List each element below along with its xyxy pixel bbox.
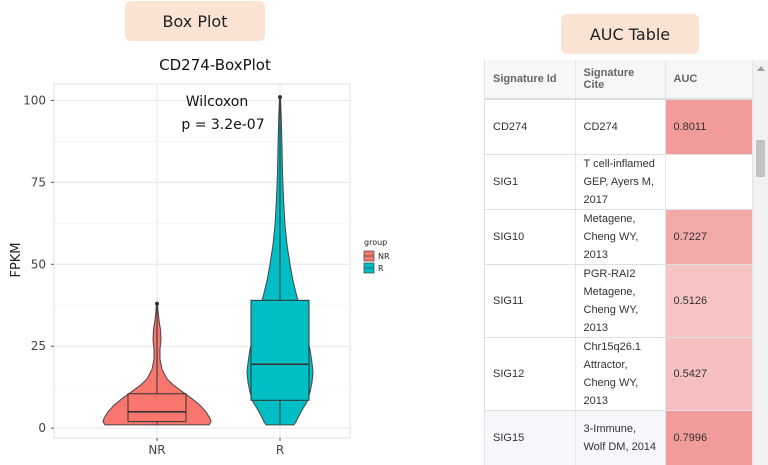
legend-title: group xyxy=(364,238,387,247)
header-signature-id[interactable]: Signature Id xyxy=(485,60,576,100)
auc-cell xyxy=(665,154,754,210)
signature-id-cell: SIG10 xyxy=(485,209,576,265)
auc-cell: 0.5427 xyxy=(665,337,754,411)
table-header-row: Signature Id Signature Cite AUC xyxy=(485,60,754,100)
box-nr xyxy=(127,393,187,423)
box-plot-tag: Box Plot xyxy=(125,1,265,41)
auc-table-container[interactable]: Signature Id Signature Cite AUC CD274 CD… xyxy=(484,60,768,465)
outlier-point xyxy=(278,95,282,100)
test-name-annotation: Wilcoxon xyxy=(186,94,248,110)
header-signature-cite[interactable]: Signature Cite xyxy=(575,60,666,100)
table-row[interactable]: SIG11 PGR-RAI2 Metagene, Cheng WY, 2013 … xyxy=(485,264,754,338)
signature-id-cell: CD274 xyxy=(485,99,576,155)
scroll-up-arrow-icon[interactable] xyxy=(757,66,765,71)
p-value-annotation: p = 3.2e-07 xyxy=(181,117,264,133)
auc-cell: 0.5126 xyxy=(665,264,754,338)
auc-cell: 0.7227 xyxy=(665,209,754,265)
x-tick-label: NR xyxy=(148,443,165,457)
table-scrollbar[interactable] xyxy=(752,60,768,465)
signature-cite-cell: Metagene, Cheng WY, 2013 xyxy=(575,209,666,265)
signature-cite-cell: CD274 xyxy=(575,99,666,155)
signature-id-cell: SIG11 xyxy=(485,264,576,338)
table-row[interactable]: CD274 CD274 0.8011 xyxy=(485,99,754,155)
outlier-point xyxy=(155,301,159,306)
signature-cite-cell: PGR-RAI2 Metagene, Cheng WY, 2013 xyxy=(575,264,666,338)
box-plot-chart: CD274-BoxPlot 0 25 50 75 100 NR R Wilcoxon p =… xyxy=(9,56,390,457)
x-tick-label: R xyxy=(276,443,284,457)
y-tick-label: 100 xyxy=(23,93,46,107)
table-row[interactable]: SIG1 T cell-inflamed GEP, Ayers M, 2017 xyxy=(485,154,754,210)
signature-id-cell: SIG1 xyxy=(485,154,576,210)
signature-cite-cell: Chr15q26.1 Attractor, Cheng WY, 2013 xyxy=(575,337,666,411)
table-row[interactable]: SIG12 Chr15q26.1 Attractor, Cheng WY, 20… xyxy=(485,337,754,411)
scrollbar-thumb[interactable] xyxy=(756,140,765,177)
table-row[interactable]: SIG15 3-Immune, Wolf DM, 2014 0.7996 xyxy=(485,410,754,465)
auc-cell: 0.7996 xyxy=(665,410,754,465)
signature-id-cell: SIG12 xyxy=(485,337,576,411)
y-tick-label: 25 xyxy=(31,339,46,353)
header-auc[interactable]: AUC xyxy=(665,60,754,100)
auc-table: Signature Id Signature Cite AUC CD274 CD… xyxy=(485,60,754,465)
y-axis-label: FPKM xyxy=(9,242,24,277)
signature-cite-cell: T cell-inflamed GEP, Ayers M, 2017 xyxy=(575,154,666,210)
auc-table-tag: AUC Table xyxy=(561,14,699,54)
legend-entry-r: R xyxy=(378,264,384,273)
box-r xyxy=(250,299,310,401)
legend: group NR R xyxy=(363,238,390,274)
table-row[interactable]: SIG10 Metagene, Cheng WY, 2013 0.7227 xyxy=(485,209,754,265)
legend-entry-nr: NR xyxy=(378,252,390,261)
y-tick-label: 0 xyxy=(38,421,46,435)
signature-id-cell: SIG15 xyxy=(485,410,576,465)
chart-title: CD274-BoxPlot xyxy=(159,56,271,74)
signature-cite-cell: 3-Immune, Wolf DM, 2014 xyxy=(575,410,666,465)
y-tick-label: 50 xyxy=(31,257,46,271)
auc-cell: 0.8011 xyxy=(665,99,754,155)
y-tick-label: 75 xyxy=(31,175,46,189)
